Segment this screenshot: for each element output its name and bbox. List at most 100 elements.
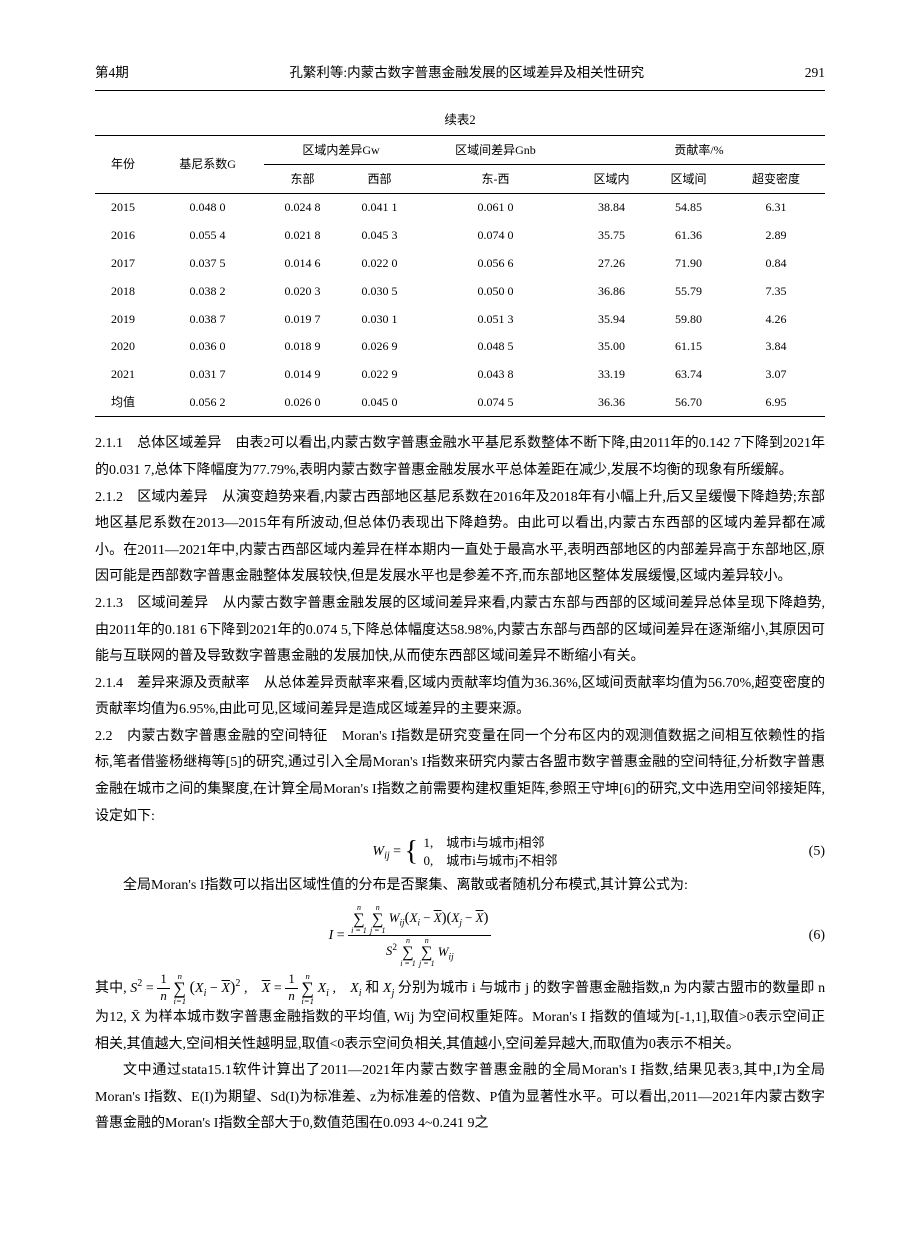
sec-2-1-1: 2.1.1 总体区域差异 由表2可以看出,内蒙古数字普惠金融水平基尼系数整体不断… (95, 431, 825, 484)
table-cell: 6.95 (727, 389, 825, 417)
table-cell: 0.030 1 (341, 305, 418, 333)
formula-5: Wij = { 1, 城市i与城市j相邻 0, 城市i与城市j不相邻 (5) (95, 834, 825, 869)
table-cell: 0.038 7 (151, 305, 264, 333)
table-row: 20160.055 40.021 80.045 30.074 035.7561.… (95, 222, 825, 250)
text-after-f5: 全局Moran's I指数可以指出区域性值的分布是否聚集、离散或者随机分布模式,… (95, 873, 825, 900)
table-cell: 59.80 (650, 305, 727, 333)
table-cell: 0.074 0 (418, 222, 573, 250)
table-cell: 0.056 2 (151, 389, 264, 417)
issue-label: 第4期 (95, 60, 129, 86)
sec-2-1-3: 2.1.3 区域间差异 从内蒙古数字普惠金融发展的区域间差异来看,内蒙古东部与西… (95, 591, 825, 671)
table-cell: 3.84 (727, 333, 825, 361)
table-cell: 0.051 3 (418, 305, 573, 333)
table-cell: 2019 (95, 305, 151, 333)
table-cell: 63.74 (650, 361, 727, 389)
table-cell: 0.014 9 (264, 361, 341, 389)
formula-5-number: (5) (799, 839, 825, 866)
table-row: 20150.048 00.024 80.041 10.061 038.8454.… (95, 193, 825, 221)
table-cell: 0.055 4 (151, 222, 264, 250)
table-cell: 36.86 (573, 277, 650, 305)
sec-2-1-2: 2.1.2 区域内差异 从演变趋势来看,内蒙古西部地区基尼系数在2016年及20… (95, 485, 825, 591)
table-row: 20180.038 20.020 30.030 50.050 036.8655.… (95, 277, 825, 305)
table-cell: 6.31 (727, 193, 825, 221)
th-east-west: 东-西 (418, 165, 573, 194)
th-inter: 区域间 (650, 165, 727, 194)
th-density: 超变密度 (727, 165, 825, 194)
sec-2-1-4: 2.1.4 差异来源及贡献率 从总体差异贡献率来看,区域内贡献率均值为36.36… (95, 671, 825, 724)
table-cell: 2021 (95, 361, 151, 389)
table-cell: 0.074 5 (418, 389, 573, 417)
table-cell: 0.024 8 (264, 193, 341, 221)
table-cell: 0.036 0 (151, 333, 264, 361)
table-caption: 续表2 (95, 109, 825, 133)
formula-6: I = n∑i = 1 n∑j = 1 Wij(Xi − X)(Xj − X) … (95, 904, 825, 968)
table-cell: 2018 (95, 277, 151, 305)
table-cell: 35.94 (573, 305, 650, 333)
table-cell: 33.19 (573, 361, 650, 389)
table-cell: 54.85 (650, 193, 727, 221)
th-intra: 区域内 (573, 165, 650, 194)
table-cell: 0.021 8 (264, 222, 341, 250)
table-cell: 2020 (95, 333, 151, 361)
table-cell: 0.026 0 (264, 389, 341, 417)
table-cell: 0.031 7 (151, 361, 264, 389)
table-cell: 56.70 (650, 389, 727, 417)
table-cell: 0.022 0 (341, 250, 418, 278)
table-cell: 2016 (95, 222, 151, 250)
table-row: 20200.036 00.018 90.026 90.048 535.0061.… (95, 333, 825, 361)
table-cell: 0.048 5 (418, 333, 573, 361)
table-cell: 0.045 3 (341, 222, 418, 250)
table-cell: 38.84 (573, 193, 650, 221)
table-cell: 0.84 (727, 250, 825, 278)
th-inter-group: 区域间差异Gnb (418, 136, 573, 165)
table-cell: 2015 (95, 193, 151, 221)
table-cell: 0.048 0 (151, 193, 264, 221)
table-cell: 0.043 8 (418, 361, 573, 389)
table-row: 20170.037 50.014 60.022 00.056 627.2671.… (95, 250, 825, 278)
table-cell: 0.030 5 (341, 277, 418, 305)
table-cell: 0.026 9 (341, 333, 418, 361)
table-cell: 0.019 7 (264, 305, 341, 333)
table-cell: 0.056 6 (418, 250, 573, 278)
page-header: 第4期 孔繁利等:内蒙古数字普惠金融发展的区域差异及相关性研究 291 (95, 60, 825, 91)
th-contrib-group: 贡献率/% (573, 136, 825, 165)
table-cell: 0.045 0 (341, 389, 418, 417)
table-cell: 55.79 (650, 277, 727, 305)
formula-6-number: (6) (799, 923, 825, 950)
running-title: 孔繁利等:内蒙古数字普惠金融发展的区域差异及相关性研究 (129, 60, 805, 86)
table-row: 20210.031 70.014 90.022 90.043 833.1963.… (95, 361, 825, 389)
para-last: 文中通过stata15.1软件计算出了2011—2021年内蒙古数字普惠金融的全… (95, 1058, 825, 1138)
th-year: 年份 (95, 136, 151, 194)
table-cell: 61.36 (650, 222, 727, 250)
th-gini: 基尼系数G (151, 136, 264, 194)
table-cell: 0.020 3 (264, 277, 341, 305)
table-cell: 0.041 1 (341, 193, 418, 221)
table-cell: 61.15 (650, 333, 727, 361)
th-east: 东部 (264, 165, 341, 194)
table-cell: 35.75 (573, 222, 650, 250)
table-2-continued: 年份 基尼系数G 区域内差异Gw 区域间差异Gnb 贡献率/% 东部 西部 东-… (95, 135, 825, 417)
table-cell: 0.014 6 (264, 250, 341, 278)
table-row: 均值0.056 20.026 00.045 00.074 536.3656.70… (95, 389, 825, 417)
table-cell: 均值 (95, 389, 151, 417)
table-cell: 36.36 (573, 389, 650, 417)
table-cell: 2.89 (727, 222, 825, 250)
table-cell: 2017 (95, 250, 151, 278)
table-cell: 0.018 9 (264, 333, 341, 361)
table-cell: 27.26 (573, 250, 650, 278)
table-cell: 71.90 (650, 250, 727, 278)
table-cell: 0.038 2 (151, 277, 264, 305)
table-cell: 0.050 0 (418, 277, 573, 305)
para-after-f6: 其中, S2 = 1n n∑i=1 (Xi − X)2 , X = 1n n∑i… (95, 972, 825, 1058)
table-cell: 0.037 5 (151, 250, 264, 278)
page-number: 291 (805, 60, 825, 86)
th-intra-group: 区域内差异Gw (264, 136, 418, 165)
body-text: 2.1.1 总体区域差异 由表2可以看出,内蒙古数字普惠金融水平基尼系数整体不断… (95, 431, 825, 1138)
th-west: 西部 (341, 165, 418, 194)
table-cell: 35.00 (573, 333, 650, 361)
table-row: 20190.038 70.019 70.030 10.051 335.9459.… (95, 305, 825, 333)
table-cell: 0.022 9 (341, 361, 418, 389)
table-cell: 0.061 0 (418, 193, 573, 221)
table-cell: 4.26 (727, 305, 825, 333)
table-cell: 3.07 (727, 361, 825, 389)
